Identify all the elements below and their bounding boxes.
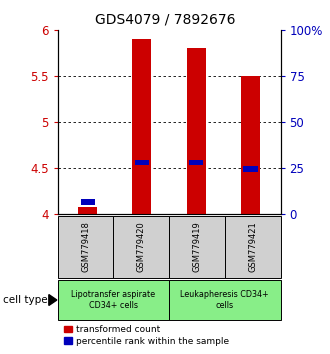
Bar <box>241 76 260 214</box>
Bar <box>132 39 151 214</box>
Text: GSM779418: GSM779418 <box>81 222 90 272</box>
Text: GSM779421: GSM779421 <box>248 222 257 272</box>
Text: Leukapheresis CD34+
cells: Leukapheresis CD34+ cells <box>181 290 269 310</box>
Bar <box>189 160 203 165</box>
Polygon shape <box>49 295 57 306</box>
Text: GSM779419: GSM779419 <box>192 222 202 272</box>
Bar <box>187 48 206 214</box>
Text: Lipotransfer aspirate
CD34+ cells: Lipotransfer aspirate CD34+ cells <box>71 290 155 310</box>
Text: GDS4079 / 7892676: GDS4079 / 7892676 <box>95 12 235 27</box>
Text: GSM779420: GSM779420 <box>137 222 146 272</box>
Bar <box>81 199 95 205</box>
Bar <box>135 160 149 165</box>
Text: cell type: cell type <box>3 295 48 305</box>
Legend: transformed count, percentile rank within the sample: transformed count, percentile rank withi… <box>61 321 233 349</box>
Bar <box>78 207 97 214</box>
Bar <box>244 166 258 172</box>
